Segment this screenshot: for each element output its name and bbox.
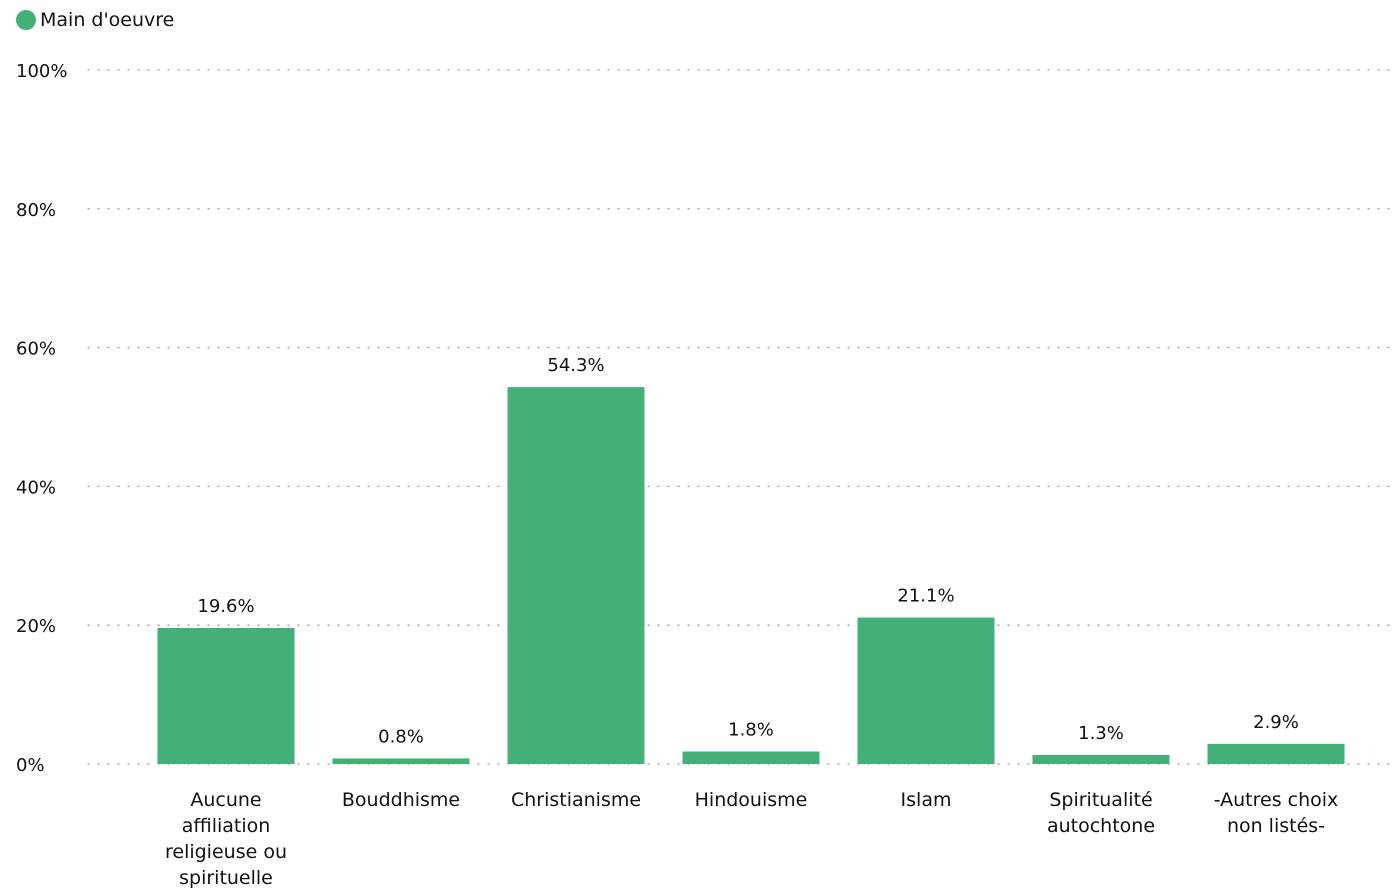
data-label: 21.1%: [897, 586, 954, 607]
y-tick-label: 20%: [16, 616, 56, 637]
y-tick-label: 100%: [16, 61, 67, 82]
bar: [857, 617, 995, 764]
data-label: 1.3%: [1078, 723, 1124, 744]
x-tick-label: Spiritualité autochtone: [1047, 789, 1155, 837]
data-label: 0.8%: [378, 726, 424, 747]
data-label: 1.8%: [728, 720, 774, 741]
bar: [332, 758, 470, 764]
y-tick-label: 80%: [16, 200, 56, 221]
bar: [682, 751, 820, 764]
data-label: 2.9%: [1253, 712, 1299, 733]
x-tick-label: Hindouisme: [695, 789, 808, 811]
y-tick-label: 60%: [16, 339, 56, 360]
legend: Main d'oeuvre: [16, 9, 174, 31]
bar: [1032, 754, 1170, 764]
bar: [1207, 743, 1345, 764]
x-tick-label: Islam: [901, 789, 952, 811]
data-label: 54.3%: [547, 355, 604, 376]
x-tick-label: Aucune affiliation religieuse ou spirituell…: [165, 789, 287, 889]
x-tick-label: Bouddhisme: [342, 789, 460, 811]
bar: [507, 387, 645, 764]
x-tick-label: Christianisme: [511, 789, 641, 811]
data-label: 19.6%: [197, 596, 254, 617]
legend-label: Main d'oeuvre: [40, 9, 175, 31]
bar: [157, 627, 295, 764]
y-tick-label: 0%: [16, 755, 45, 776]
x-tick-label: -Autres choix non listés-: [1214, 789, 1339, 837]
legend-marker: [16, 10, 36, 30]
y-tick-label: 40%: [16, 477, 56, 498]
